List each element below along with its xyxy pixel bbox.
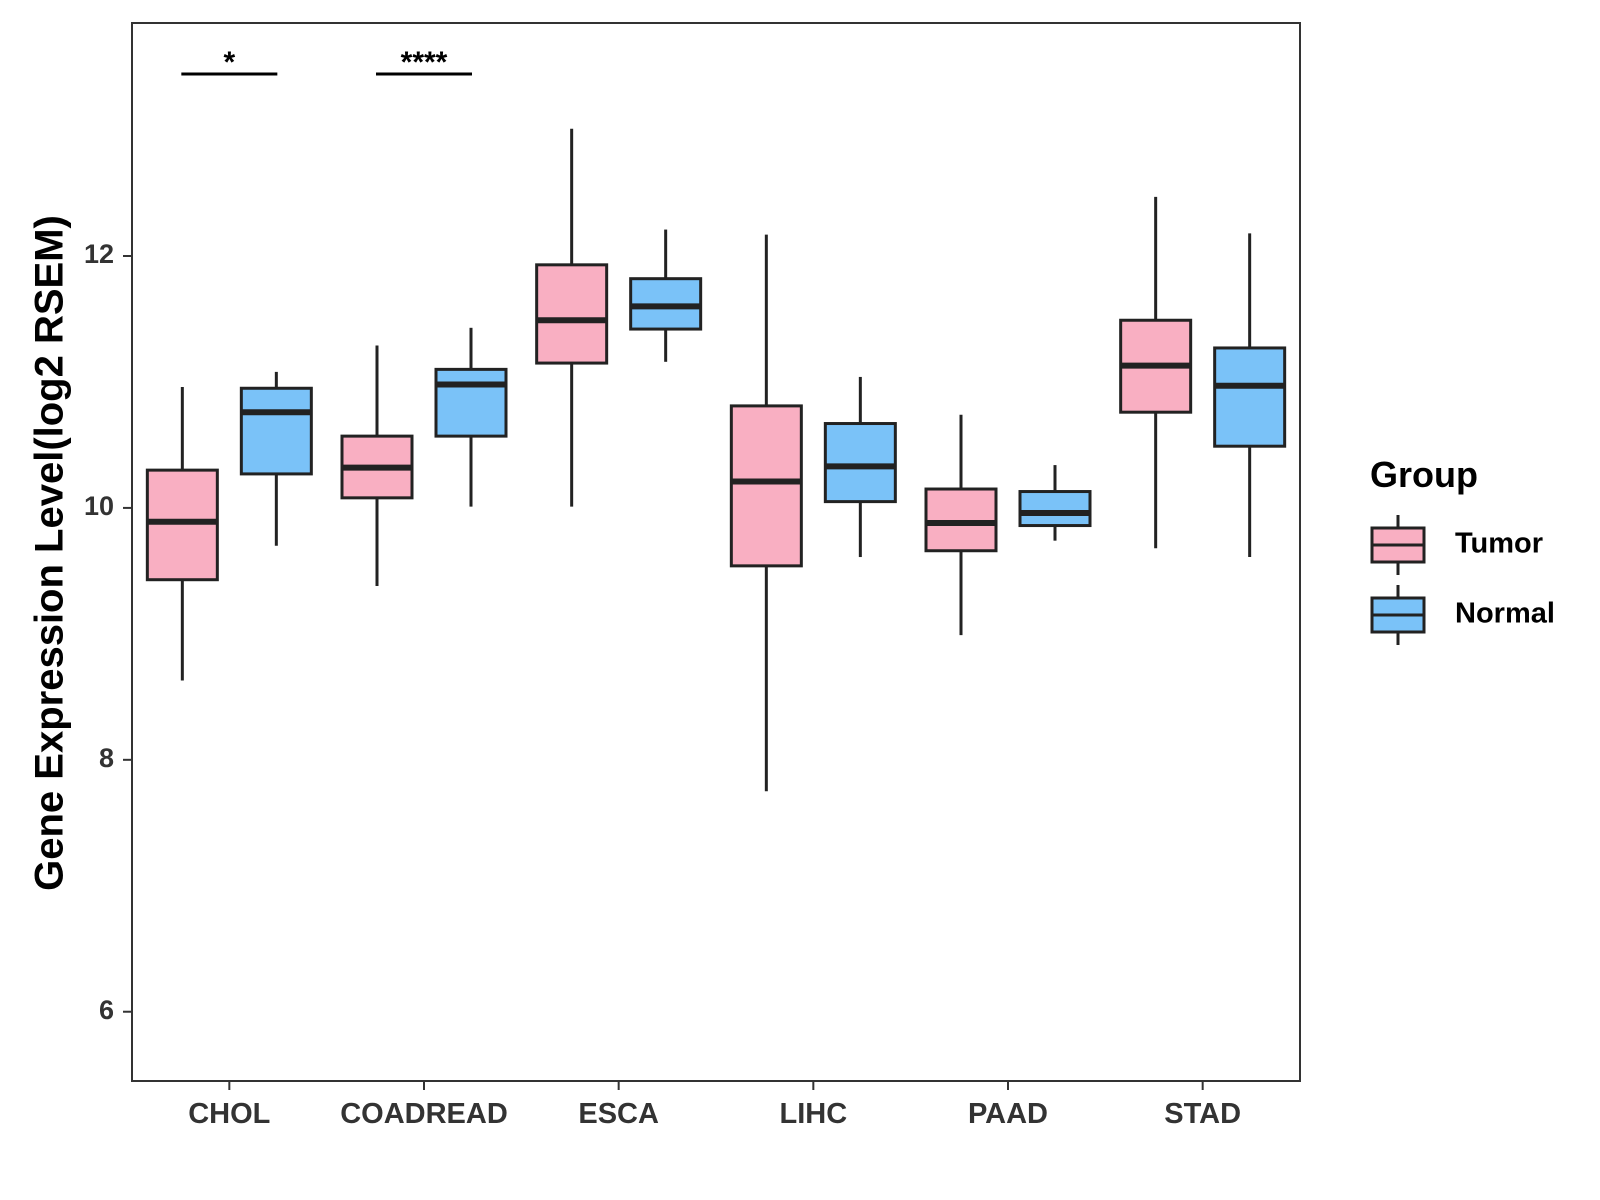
x-tick-label: ESCA xyxy=(578,1098,659,1130)
box-body xyxy=(729,404,803,568)
legend-key-normal xyxy=(1370,585,1426,645)
y-axis-label: Gene Expression Level(log2 RSEM) xyxy=(28,215,72,891)
x-tick-label: LIHC xyxy=(779,1098,847,1130)
box-body xyxy=(535,263,609,365)
y-tick-label: 10 xyxy=(84,491,114,521)
box-normal-paad xyxy=(1018,465,1092,541)
box-tumor-stad xyxy=(1119,196,1193,549)
y-tick-label: 12 xyxy=(84,239,114,269)
x-tick-label: STAD xyxy=(1164,1098,1241,1130)
box-normal-chol xyxy=(239,371,313,546)
box-tumor-coadread xyxy=(340,345,414,587)
x-tick-label: CHOL xyxy=(188,1098,270,1130)
box-normal-stad xyxy=(1213,233,1287,558)
y-tick-label: 6 xyxy=(99,995,114,1025)
significance-label: * xyxy=(223,46,235,79)
x-tick-label: COADREAD xyxy=(340,1098,508,1130)
legend: Group Tumor Normal xyxy=(1370,454,1555,645)
legend-label: Normal xyxy=(1455,598,1555,630)
y-axis: 6 8 10 12 xyxy=(84,239,132,1025)
box-body xyxy=(823,422,897,504)
box-body xyxy=(434,367,508,438)
box-tumor-paad xyxy=(924,414,998,636)
legend-key-tumor xyxy=(1370,515,1426,575)
significance-label: **** xyxy=(401,46,448,79)
box-normal-coadread xyxy=(434,327,508,507)
box-tumor-esca xyxy=(535,128,609,507)
box-body xyxy=(1213,346,1287,448)
box-tumor-lihc xyxy=(729,234,803,792)
legend-title: Group xyxy=(1370,454,1478,495)
box-body xyxy=(1018,490,1092,528)
plot-boxes xyxy=(145,128,1287,792)
box-normal-esca xyxy=(629,229,703,362)
x-tick-label: PAAD xyxy=(968,1098,1048,1130)
box-body xyxy=(924,487,998,553)
legend-label: Tumor xyxy=(1455,528,1543,560)
box-tumor-chol xyxy=(145,387,219,681)
significance-annotations: * **** xyxy=(181,46,472,79)
plot-panel-border xyxy=(131,22,1301,1082)
box-normal-lihc xyxy=(823,376,897,558)
box-body xyxy=(239,386,313,476)
box-body xyxy=(145,468,219,582)
y-tick-label: 8 xyxy=(99,743,114,773)
x-axis: CHOL COADREAD ESCA LIHC PAAD STAD xyxy=(188,1081,1241,1130)
